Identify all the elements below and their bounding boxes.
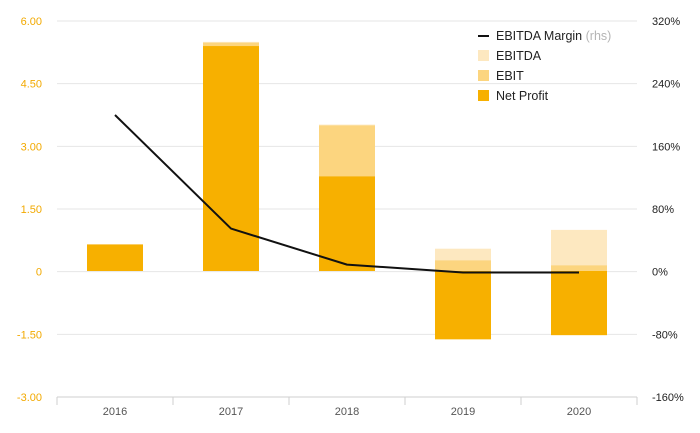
bar-net-profit [551, 271, 607, 336]
x-tick-label: 2018 [335, 406, 359, 418]
legend-swatch [478, 90, 489, 101]
x-tick-label: 2019 [451, 406, 475, 418]
legend-label: EBITDA [496, 49, 542, 63]
legend-label: Net Profit [496, 89, 549, 103]
bar-net-profit [319, 176, 375, 271]
legend-series-name: EBITDA [496, 49, 542, 63]
line-series [114, 114, 579, 274]
y-right-tick-label: -160% [652, 392, 684, 404]
legend-series-name: EBITDA Margin [496, 29, 582, 43]
y-left-tick-label: -1.50 [17, 329, 42, 341]
y-left-tick-label: 0 [36, 267, 42, 279]
y-right-tick-label: -80% [652, 329, 678, 341]
bar-series [87, 41, 607, 340]
bar-net-profit [435, 271, 491, 340]
y-right-tick-label: 80% [652, 204, 674, 216]
bar-ebit [435, 260, 491, 271]
legend-series-name: EBIT [496, 69, 524, 83]
y-left-tick-label: 3.00 [21, 141, 42, 153]
y-left-tick-label: 6.00 [21, 16, 42, 28]
bar-net-profit [87, 244, 143, 271]
y-left-tick-label: 1.50 [21, 204, 42, 216]
legend-series-name: Net Profit [496, 89, 549, 103]
legend-label: EBIT [496, 69, 524, 83]
y-right-tick-label: 240% [652, 79, 680, 91]
bar-net-profit [203, 46, 259, 271]
axes: 6.00 4.50 3.00 1.50 0 -1.50 -3.00 320% 240% 160% 8… [17, 16, 684, 418]
x-tick-label: 2016 [103, 406, 127, 418]
bar-ebit [551, 265, 607, 271]
bar-ebitda [551, 229, 607, 271]
legend-label: EBITDA Margin (rhs) [496, 29, 611, 43]
line-ebitda-margin [114, 114, 579, 274]
legend-swatch [478, 50, 489, 61]
legend: EBITDA Margin (rhs) EBITDA EBIT Net Profit [478, 29, 611, 103]
legend-swatch [478, 70, 489, 81]
y-right-tick-label: 0% [652, 267, 668, 279]
legend-series-suffix: (rhs) [582, 29, 611, 43]
x-tick-label: 2017 [219, 406, 243, 418]
y-left-tick-label: 4.50 [21, 79, 42, 91]
x-tick-label: 2020 [567, 406, 591, 418]
y-right-tick-label: 320% [652, 16, 680, 28]
y-right-tick-label: 160% [652, 141, 680, 153]
y-left-tick-label: -3.00 [17, 392, 42, 404]
